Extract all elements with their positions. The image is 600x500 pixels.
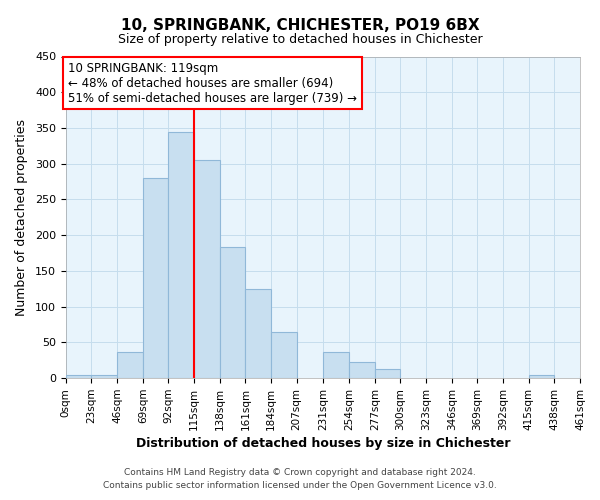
Bar [271,332,296,378]
X-axis label: Distribution of detached houses by size in Chichester: Distribution of detached houses by size … [136,437,510,450]
Bar [143,178,169,378]
Bar [245,289,271,378]
Bar [169,132,194,378]
Bar [91,374,117,378]
Bar [375,369,400,378]
Text: Contains HM Land Registry data © Crown copyright and database right 2024.
Contai: Contains HM Land Registry data © Crown c… [103,468,497,489]
Y-axis label: Number of detached properties: Number of detached properties [15,119,28,316]
Bar [117,352,143,378]
Bar [66,374,91,378]
Text: 10 SPRINGBANK: 119sqm
← 48% of detached houses are smaller (694)
51% of semi-det: 10 SPRINGBANK: 119sqm ← 48% of detached … [68,62,357,104]
Bar [323,352,349,378]
Text: Size of property relative to detached houses in Chichester: Size of property relative to detached ho… [118,32,482,46]
Bar [349,362,375,378]
Text: 10, SPRINGBANK, CHICHESTER, PO19 6BX: 10, SPRINGBANK, CHICHESTER, PO19 6BX [121,18,479,32]
Bar [194,160,220,378]
Bar [220,248,245,378]
Bar [580,376,600,378]
Bar [529,374,554,378]
